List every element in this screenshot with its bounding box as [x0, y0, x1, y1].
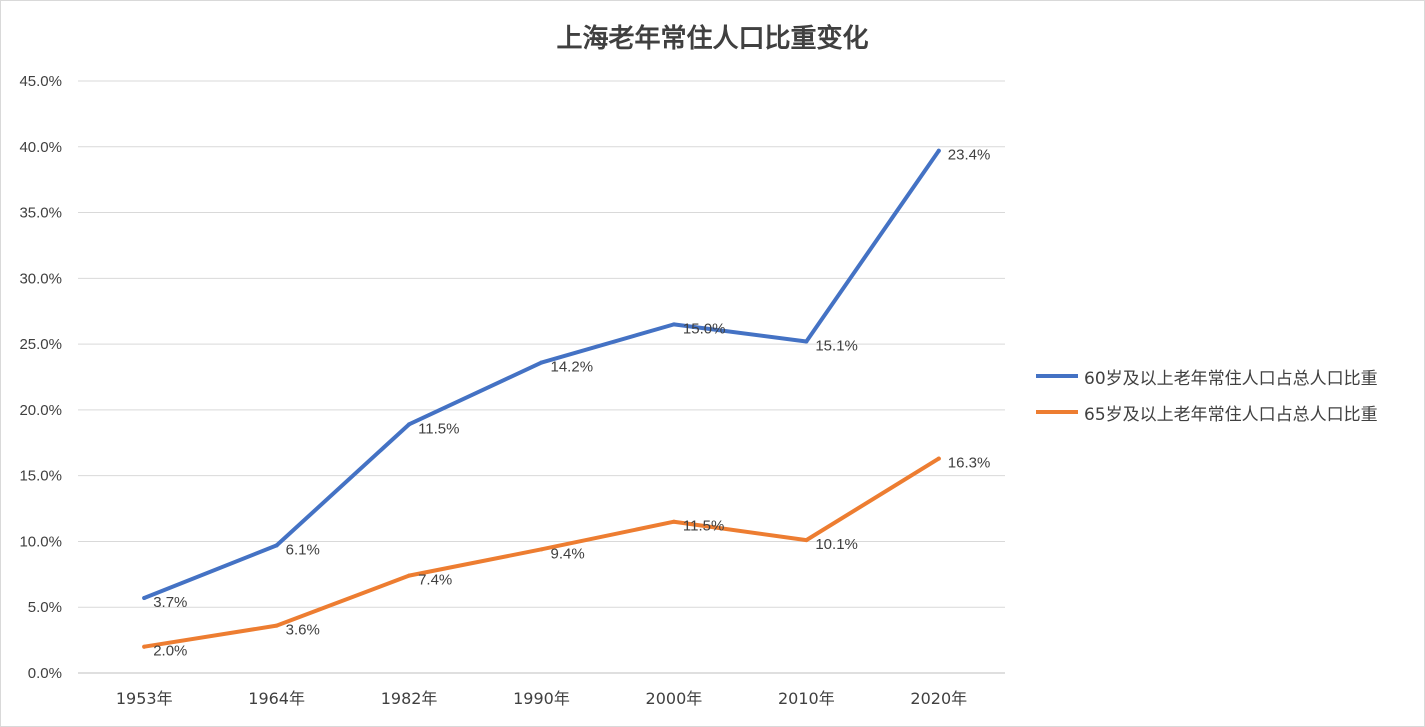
data-label: 2.0%: [153, 643, 187, 660]
y-tick-label: 25.0%: [19, 336, 62, 353]
data-label: 7.4%: [418, 572, 452, 589]
x-tick-label: 2000年: [646, 689, 703, 708]
data-point: [671, 322, 676, 327]
legend-swatch: [1036, 410, 1078, 414]
data-point: [142, 644, 147, 649]
data-point: [936, 148, 941, 153]
data-point: [274, 623, 279, 628]
legend-label: 60岁及以上老年常住人口占总人口比重: [1084, 368, 1378, 389]
y-tick-label: 5.0%: [28, 599, 62, 616]
y-tick-label: 0.0%: [28, 665, 62, 682]
data-label: 6.1%: [286, 541, 320, 558]
data-label: 11.5%: [683, 518, 724, 535]
legend-swatch: [1036, 374, 1078, 378]
x-tick-label: 2010年: [778, 689, 835, 708]
legend-label: 65岁及以上老年常住人口占总人口比重: [1084, 404, 1378, 425]
x-tick-label: 2020年: [910, 689, 967, 708]
legend-item: 60岁及以上老年常住人口占总人口比重: [1036, 358, 1378, 394]
data-label: 15.0%: [683, 320, 726, 337]
x-tick-label: 1990年: [513, 689, 570, 708]
chart-title: 上海老年常住人口比重变化: [556, 24, 869, 54]
data-point: [539, 360, 544, 365]
y-tick-label: 20.0%: [19, 402, 62, 419]
data-point: [407, 573, 412, 578]
data-point: [671, 519, 676, 524]
data-point: [804, 339, 809, 344]
data-label: 3.7%: [153, 594, 187, 611]
x-tick-label: 1953年: [116, 689, 173, 708]
data-point: [539, 547, 544, 552]
y-tick-label: 15.0%: [19, 468, 62, 485]
data-label: 11.5%: [418, 420, 459, 437]
y-tick-label: 40.0%: [19, 139, 62, 156]
data-point: [274, 543, 279, 548]
y-tick-label: 35.0%: [19, 205, 62, 222]
data-label: 16.3%: [948, 455, 991, 472]
legend: 60岁及以上老年常住人口占总人口比重 65岁及以上老年常住人口占总人口比重: [1036, 358, 1378, 430]
data-point: [142, 596, 147, 601]
y-tick-label: 45.0%: [19, 73, 62, 90]
y-tick-label: 30.0%: [19, 270, 62, 287]
x-tick-label: 1982年: [381, 689, 438, 708]
data-label: 3.6%: [286, 622, 320, 639]
data-label: 9.4%: [551, 545, 585, 562]
data-point: [936, 456, 941, 461]
legend-item: 65岁及以上老年常住人口占总人口比重: [1036, 394, 1378, 430]
data-label: 23.4%: [948, 147, 991, 164]
x-tick-label: 1964年: [248, 689, 305, 708]
data-label: 14.2%: [551, 359, 594, 376]
data-point: [407, 422, 412, 427]
data-point: [804, 538, 809, 543]
data-label: 10.1%: [815, 536, 858, 553]
y-tick-label: 10.0%: [19, 533, 62, 550]
data-label: 15.1%: [815, 337, 858, 354]
